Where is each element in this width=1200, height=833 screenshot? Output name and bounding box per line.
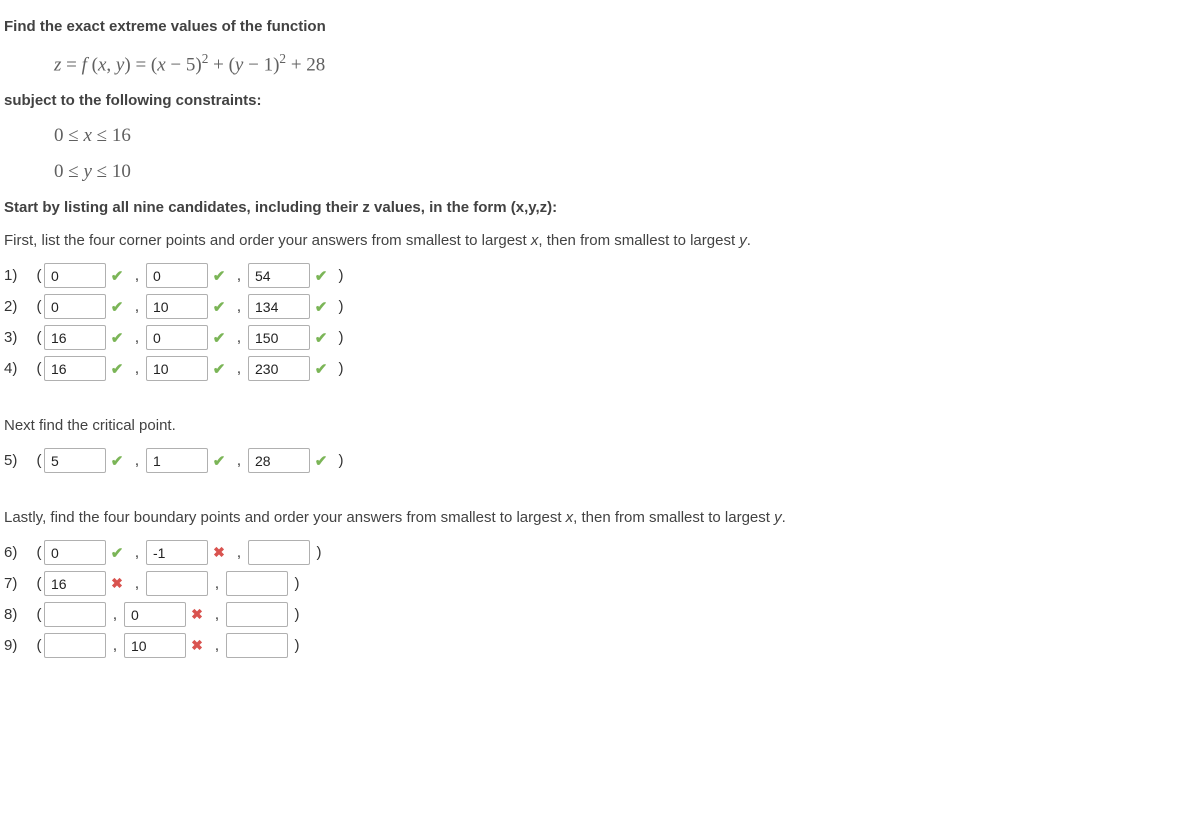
heading-candidates: Start by listing all nine candidates, in… bbox=[4, 197, 1196, 218]
check-icon: ✔ bbox=[310, 452, 332, 470]
y-input[interactable] bbox=[146, 325, 208, 350]
x-input[interactable] bbox=[44, 633, 106, 658]
formula: z = f (x, y) = (x − 5)2 + (y − 1)2 + 28 bbox=[54, 51, 1196, 76]
y-input[interactable] bbox=[146, 540, 208, 565]
z-input[interactable] bbox=[248, 448, 310, 473]
answer-row: 5)(✔,✔,✔) bbox=[4, 448, 1196, 473]
z-input[interactable] bbox=[248, 325, 310, 350]
row-number: 4) bbox=[4, 360, 34, 377]
z-input[interactable] bbox=[248, 356, 310, 381]
cross-icon: ✖ bbox=[186, 637, 208, 654]
boundary-intro: Lastly, find the four boundary points an… bbox=[4, 507, 1196, 528]
x-input[interactable] bbox=[44, 356, 106, 381]
y-input[interactable] bbox=[146, 448, 208, 473]
check-icon: ✔ bbox=[106, 544, 128, 562]
z-input[interactable] bbox=[248, 263, 310, 288]
check-icon: ✔ bbox=[208, 452, 230, 470]
critical-intro: Next find the critical point. bbox=[4, 415, 1196, 436]
row-number: 2) bbox=[4, 298, 34, 315]
heading-find-extremes: Find the exact extreme values of the fun… bbox=[4, 16, 1196, 37]
check-icon: ✔ bbox=[106, 329, 128, 347]
x-input[interactable] bbox=[44, 294, 106, 319]
check-icon: ✔ bbox=[310, 329, 332, 347]
x-input[interactable] bbox=[44, 448, 106, 473]
constraint-y: 0 ≤ y ≤ 10 bbox=[54, 161, 1196, 183]
answer-row: 4)(✔,✔,✔) bbox=[4, 356, 1196, 381]
answer-row: 2)(✔,✔,✔) bbox=[4, 294, 1196, 319]
check-icon: ✔ bbox=[106, 298, 128, 316]
z-input[interactable] bbox=[248, 294, 310, 319]
answer-row: 9)(,✖,) bbox=[4, 633, 1196, 658]
check-icon: ✔ bbox=[106, 360, 128, 378]
check-icon: ✔ bbox=[208, 267, 230, 285]
row-number: 1) bbox=[4, 267, 34, 284]
y-input[interactable] bbox=[124, 633, 186, 658]
check-icon: ✔ bbox=[208, 360, 230, 378]
y-input[interactable] bbox=[146, 263, 208, 288]
row-number: 7) bbox=[4, 575, 34, 592]
check-icon: ✔ bbox=[208, 298, 230, 316]
cross-icon: ✖ bbox=[186, 606, 208, 623]
check-icon: ✔ bbox=[310, 267, 332, 285]
y-input[interactable] bbox=[146, 294, 208, 319]
check-icon: ✔ bbox=[106, 452, 128, 470]
answer-row: 6)(✔,✖,) bbox=[4, 540, 1196, 565]
z-input[interactable] bbox=[226, 602, 288, 627]
row-number: 9) bbox=[4, 637, 34, 654]
row-number: 8) bbox=[4, 606, 34, 623]
answer-row: 8)(,✖,) bbox=[4, 602, 1196, 627]
check-icon: ✔ bbox=[310, 360, 332, 378]
check-icon: ✔ bbox=[208, 329, 230, 347]
row-number: 3) bbox=[4, 329, 34, 346]
x-input[interactable] bbox=[44, 540, 106, 565]
answer-row: 1)(✔,✔,✔) bbox=[4, 263, 1196, 288]
cross-icon: ✖ bbox=[208, 544, 230, 561]
constraint-x: 0 ≤ x ≤ 16 bbox=[54, 125, 1196, 147]
answer-row: 7)(✖,,) bbox=[4, 571, 1196, 596]
row-number: 6) bbox=[4, 544, 34, 561]
y-input[interactable] bbox=[146, 356, 208, 381]
z-input[interactable] bbox=[248, 540, 310, 565]
cross-icon: ✖ bbox=[106, 575, 128, 592]
z-input[interactable] bbox=[226, 571, 288, 596]
row-number: 5) bbox=[4, 452, 34, 469]
heading-constraints: subject to the following constraints: bbox=[4, 90, 1196, 111]
check-icon: ✔ bbox=[106, 267, 128, 285]
x-input[interactable] bbox=[44, 263, 106, 288]
x-input[interactable] bbox=[44, 325, 106, 350]
y-input[interactable] bbox=[124, 602, 186, 627]
z-input[interactable] bbox=[226, 633, 288, 658]
y-input[interactable] bbox=[146, 571, 208, 596]
x-input[interactable] bbox=[44, 602, 106, 627]
corners-intro: First, list the four corner points and o… bbox=[4, 230, 1196, 251]
answer-row: 3)(✔,✔,✔) bbox=[4, 325, 1196, 350]
check-icon: ✔ bbox=[310, 298, 332, 316]
x-input[interactable] bbox=[44, 571, 106, 596]
